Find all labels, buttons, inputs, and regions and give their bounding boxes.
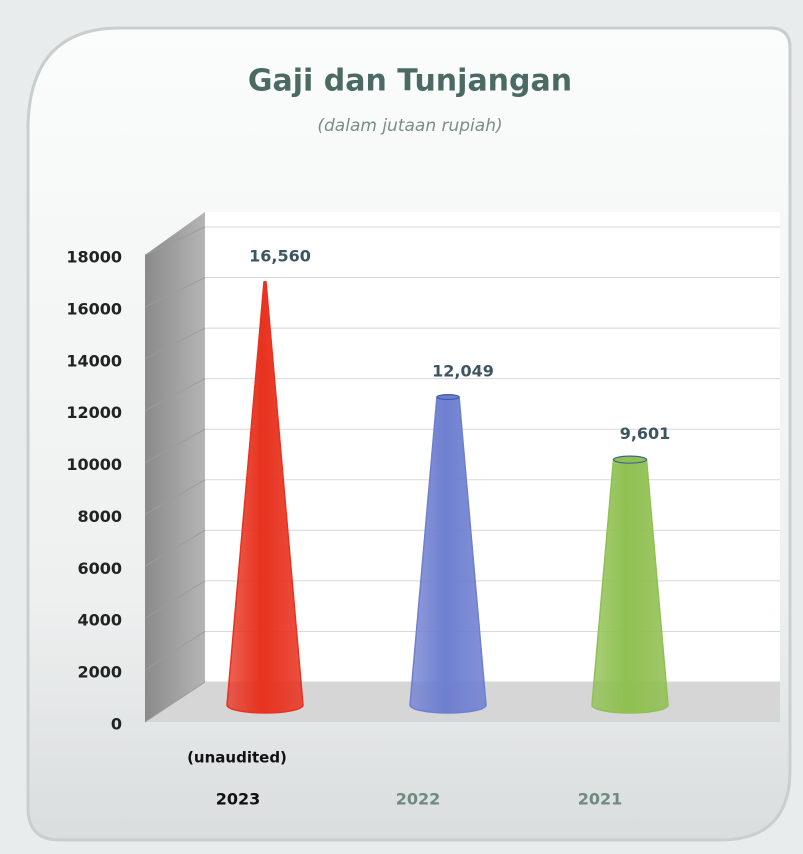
- side-grid-line: [144, 226, 206, 256]
- cone-top: [612, 455, 648, 464]
- side-wall: [145, 212, 205, 722]
- x-tick-label: 2023: [216, 790, 261, 809]
- back-wall: [205, 212, 780, 682]
- side-grid-line: [144, 529, 206, 567]
- side-grid-line: [144, 428, 206, 463]
- chart-subtitle: (dalam jutaan rupiah): [317, 116, 502, 136]
- y-tick-label: 16000: [66, 299, 122, 318]
- value-label: 16,560: [249, 246, 311, 265]
- cone-top: [436, 394, 460, 400]
- y-tick-label: 12000: [66, 403, 122, 422]
- cone: [226, 280, 304, 714]
- y-tick-label: 6000: [77, 559, 122, 578]
- annotation: (unaudited): [187, 749, 287, 767]
- side-grid-line: [144, 580, 206, 619]
- y-tick-label: 2000: [77, 663, 122, 682]
- side-grid-line: [144, 631, 206, 671]
- side-grid-line: [144, 479, 206, 515]
- y-tick-label: 10000: [66, 455, 122, 474]
- side-grid-line: [144, 681, 206, 723]
- value-label: 9,601: [620, 424, 671, 443]
- chart-title: Gaji dan Tunjangan: [248, 64, 572, 99]
- side-grid-line: [144, 277, 206, 308]
- value-label: 12,049: [432, 362, 494, 381]
- y-tick-label: 0: [111, 715, 122, 734]
- side-grid-line: [144, 327, 206, 360]
- y-tick-label: 14000: [66, 351, 122, 370]
- y-tick-label: 18000: [66, 248, 122, 267]
- x-tick-label: 2022: [396, 790, 441, 809]
- y-tick-label: 4000: [77, 611, 122, 630]
- side-grid-line: [144, 378, 206, 412]
- y-tick-label: 8000: [77, 507, 122, 526]
- x-tick-label: 2021: [578, 790, 623, 809]
